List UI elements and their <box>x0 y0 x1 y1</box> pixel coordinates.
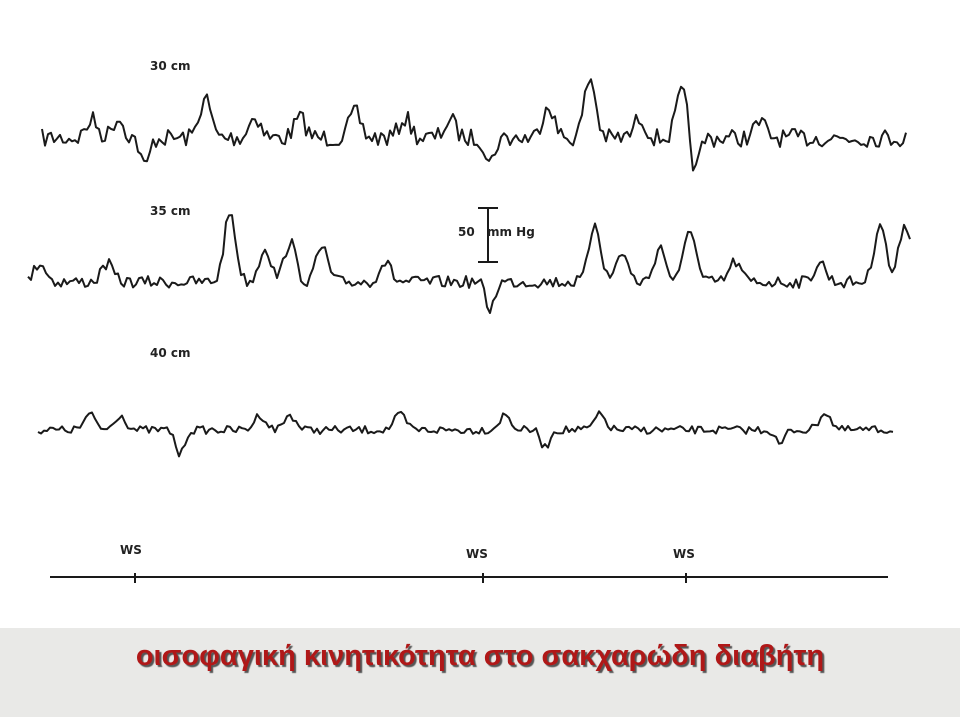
scale-value: 50 <box>458 225 475 239</box>
caption-band <box>0 628 960 717</box>
pressure-trace <box>27 214 911 314</box>
scale-unit: mm Hg <box>487 225 535 239</box>
caption: οισοφαγική κινητικότητα στο σακχαρώδη δι… <box>135 640 825 672</box>
swallow-ticks <box>134 573 687 583</box>
trace-label: 30 cm <box>150 59 191 73</box>
tracings: 30 cm 35 cm 40 cm 50 mm Hg WS WS WS <box>27 59 911 583</box>
trace-label: 35 cm <box>150 204 191 218</box>
pressure-trace <box>41 78 907 172</box>
scale-bar <box>478 207 498 263</box>
swallow-marker: WS <box>673 547 695 561</box>
swallow-marker: WS <box>466 547 488 561</box>
trace-label: 40 cm <box>150 346 191 360</box>
swallow-marker: WS <box>120 543 142 557</box>
pressure-trace <box>37 410 894 458</box>
